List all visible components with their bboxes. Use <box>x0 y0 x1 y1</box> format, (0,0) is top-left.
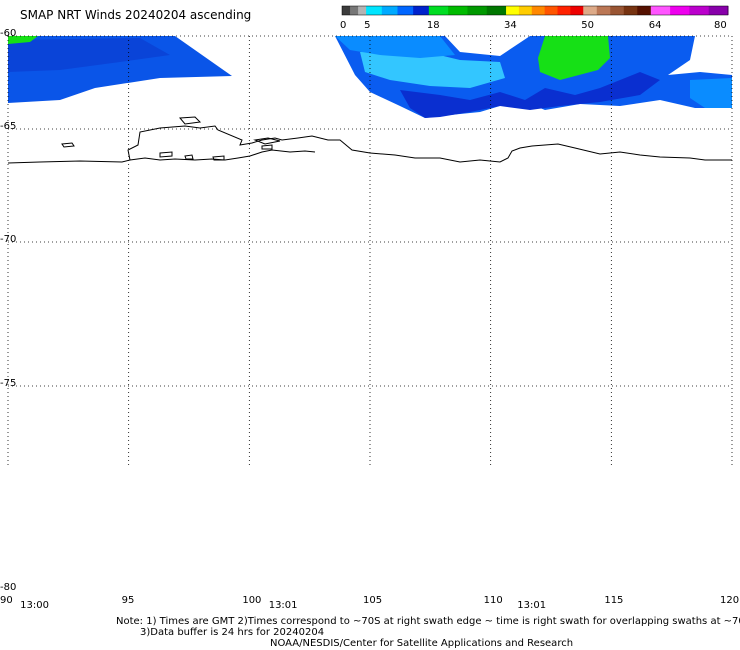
longitude-label: 110 <box>483 595 503 606</box>
longitude-label: 115 <box>604 595 624 606</box>
colorbar-swatch <box>708 6 729 15</box>
island-5 <box>184 154 194 160</box>
colorbar-swatch <box>583 6 598 15</box>
colorbar-swatch <box>670 6 690 15</box>
longitude-label: 90 <box>0 595 13 606</box>
colorbar-swatch <box>623 6 638 15</box>
graticule <box>7 35 733 465</box>
wind-swath-left-green <box>8 36 38 44</box>
swath-time-label: 13:01 <box>517 600 547 611</box>
colorbar-swatch <box>428 6 449 15</box>
colorbar-swatch <box>486 6 507 15</box>
colorbar-tick-label: 64 <box>648 20 662 31</box>
colorbar-tick-label: 0 <box>340 20 347 31</box>
colorbar-swatch <box>358 6 367 15</box>
map-title: SMAP NRT Winds 20240204 ascending <box>20 8 252 22</box>
colorbar-swatch <box>350 6 359 15</box>
colorbar-tick-label: 18 <box>426 20 440 31</box>
colorbar-swatch <box>596 6 611 15</box>
latitude-label: -75 <box>0 378 17 389</box>
latitude-label: -60 <box>0 28 17 39</box>
colorbar-frame <box>341 5 729 16</box>
swath-time-label: 13:00 <box>20 600 49 611</box>
colorbar-swatch <box>381 6 398 15</box>
longitude-label: 105 <box>363 595 383 606</box>
wind-swath-green-core <box>538 36 610 80</box>
wind-swath-left-inner <box>8 38 170 72</box>
island-6 <box>212 155 225 161</box>
longitude-label: 120 <box>720 595 740 606</box>
wind-swath-right-mid <box>335 36 455 58</box>
colorbar-swatch <box>637 6 652 15</box>
swath-time-label: 13:01 <box>268 600 298 611</box>
latitude-label: -80 <box>0 582 17 593</box>
island-4 <box>159 151 173 158</box>
colorbar-swatch <box>610 6 625 15</box>
colorbar-swatch <box>531 6 546 15</box>
credit-line: NOAA/NESDIS/Center for Satellite Applica… <box>270 638 574 649</box>
wind-swath-right-light-east <box>690 78 732 108</box>
colorbar-swatch <box>448 6 468 15</box>
colorbar-swatch <box>689 6 710 15</box>
island-3 <box>253 137 281 145</box>
colorbar-swatch <box>506 6 520 15</box>
colorbar-tick-label: 34 <box>504 20 517 31</box>
latitude-label: -65 <box>0 121 17 132</box>
note-line-1: Note: 1) Times are GMT 2)Times correspon… <box>116 616 740 627</box>
colorbar-tick-label: 5 <box>364 20 371 31</box>
colorbar-swatch <box>366 6 383 15</box>
colorbar-swatch <box>413 6 430 15</box>
colorbar-swatch <box>342 6 351 15</box>
colorbar <box>341 5 729 16</box>
coastline-inlet <box>129 149 316 161</box>
island-7 <box>261 144 273 150</box>
colorbar-swatch <box>467 6 488 15</box>
island-2 <box>178 116 202 125</box>
colorbar-swatch <box>650 6 671 15</box>
note-line-2: 3)Data buffer is 24 hrs for 20240204 <box>140 627 325 638</box>
island-1 <box>61 142 75 148</box>
colorbar-swatch <box>544 6 559 15</box>
wind-swaths <box>8 36 732 118</box>
colorbar-swatch <box>397 6 414 15</box>
longitude-label: 95 <box>121 595 135 606</box>
colorbar-swatch <box>518 6 533 15</box>
colorbar-tick-label: 80 <box>714 20 727 31</box>
colorbar-tick-label: 50 <box>581 20 594 31</box>
antarctic-coastline <box>7 116 732 164</box>
coastline-main <box>7 125 732 164</box>
latitude-label: -70 <box>0 234 17 245</box>
wind-swath-right-dark <box>400 72 660 118</box>
colorbar-swatch <box>557 6 571 15</box>
longitude-label: 100 <box>242 595 262 606</box>
wind-swath-right-light <box>360 48 505 88</box>
colorbar-swatch <box>570 6 584 15</box>
